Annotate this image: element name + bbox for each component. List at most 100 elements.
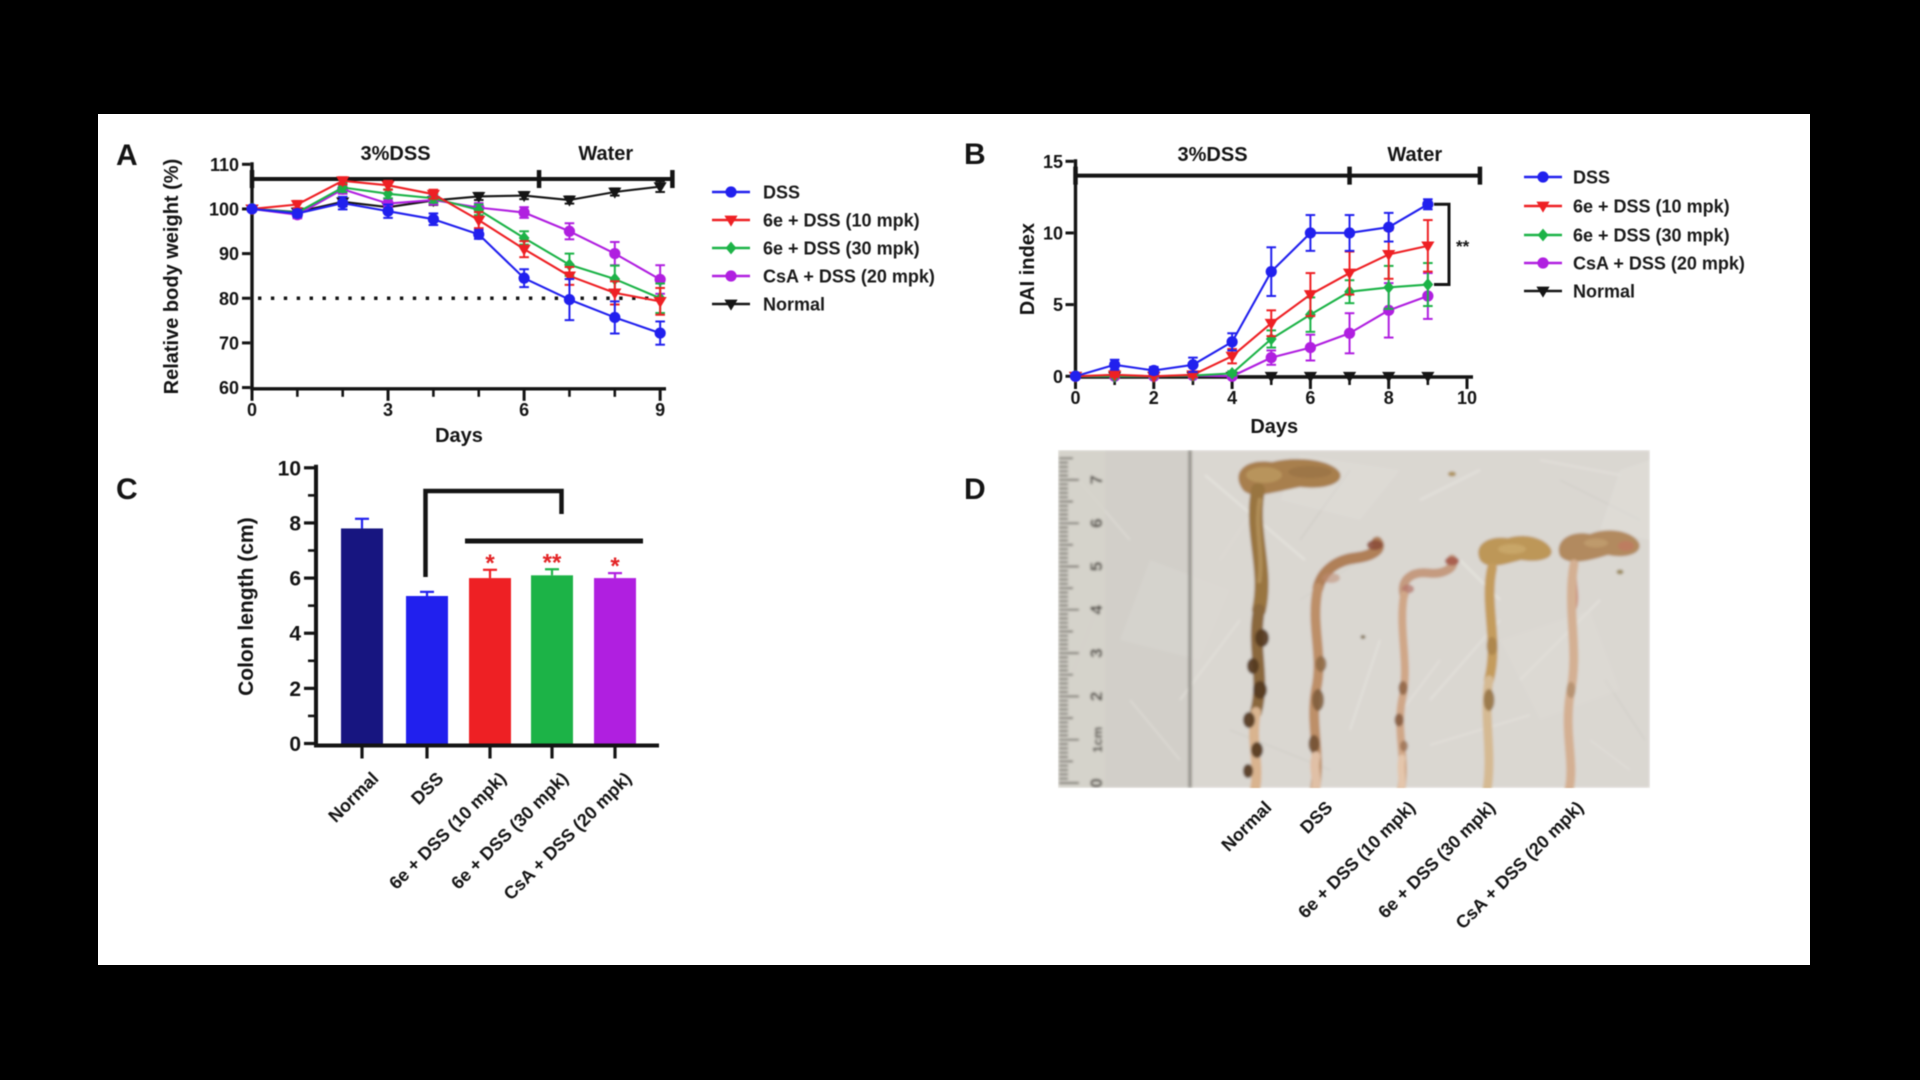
panel-a-legend-label: 6e + DSS (10 mpk) [763, 211, 920, 231]
panel-c-label: C [116, 473, 138, 506]
panel-b-legend-label: Normal [1573, 282, 1635, 302]
panel-a-ytick-label: 70 [219, 333, 239, 353]
panel-a-series [245, 180, 667, 219]
panel-c-error-bar [420, 590, 434, 597]
panel-b-legend-marker [1536, 201, 1550, 213]
panel-a-chart: 60 70 80 90 100 110 0 3 6 9 Days Relative body weig… [161, 143, 935, 447]
panel-b-y-title: DAI index [1017, 223, 1039, 315]
panel-b-series [1068, 219, 1435, 383]
panel-a-data-point [473, 203, 485, 217]
panel-b-data-point [1343, 327, 1356, 339]
panel-c-error-bar [483, 568, 497, 579]
panel-b-data-point [1343, 227, 1356, 239]
panel-c-comparison-bracket [423, 488, 643, 577]
panel-b-xtick-label: 6 [1305, 388, 1315, 408]
panel-c-significance-star: ** [543, 549, 562, 576]
panel-b-xtick-label: 4 [1227, 388, 1237, 408]
panel-b-legend-marker [1537, 171, 1549, 183]
panel-b-xtick-label: 0 [1070, 388, 1080, 408]
panel-b-data-point [1148, 364, 1160, 377]
panel-b-data-point [1383, 221, 1395, 233]
panel-c-ytick-label: 8 [289, 512, 301, 535]
panel-a-data-point [608, 288, 622, 300]
panel-d-label: D [964, 473, 986, 506]
panel-a-xtick-label: 3 [383, 400, 393, 420]
ruler-number: 0 [1087, 778, 1106, 787]
ruler-number: 6 [1087, 518, 1106, 527]
panel-b-phase-label: 3%DSS [1178, 144, 1248, 166]
panel-a-ytick-label: 110 [210, 155, 239, 175]
panel-a-axes: 60 70 80 90 100 110 0 3 6 9 Days Relative body weig… [161, 155, 666, 447]
panel-c-bar [469, 578, 511, 746]
panel-b-data-point [1303, 371, 1317, 383]
ruler-number: 2 [1087, 692, 1106, 701]
panel-a-data-point [382, 205, 394, 217]
panel-a-legend-marker [725, 241, 737, 255]
panel-a-ytick-label: 80 [219, 289, 239, 309]
ruler-number: 5 [1087, 562, 1106, 571]
panel-b-legend-entry: 6e + DSS (30 mpk) [1524, 226, 1730, 246]
panel-c-error-bar [545, 568, 559, 576]
colon-csa-20mpk [1558, 530, 1640, 788]
panel-a-ytick-label: 90 [219, 244, 239, 264]
panel-a-data-point [563, 225, 576, 237]
panel-c-significance-star: * [485, 550, 495, 577]
panel-c-significance-star: * [610, 553, 620, 580]
ruler-number: 3 [1087, 648, 1106, 657]
panel-a-series [246, 195, 666, 346]
panel-a-legend-entry: 6e + DSS (10 mpk) [712, 211, 920, 231]
panel-b-legend-entry: CsA + DSS (20 mpk) [1524, 254, 1745, 274]
panel-b-legend-marker [1537, 257, 1549, 269]
panel-a-data-point [608, 187, 622, 199]
panel-a-xtick-label: 0 [247, 400, 257, 420]
panel-d-photo: 0 1cm 2 3 4 5 6 7 [1058, 450, 1650, 788]
panel-a-legend-label: 6e + DSS (30 mpk) [763, 239, 920, 259]
colon-normal [1238, 459, 1341, 788]
colon-6e-30mpk [1478, 535, 1552, 788]
photo-ruler: 0 1cm 2 3 4 5 6 7 [1058, 450, 1106, 788]
panel-b-axes: 0 5 10 15 0 2 4 6 8 10 Days DAI index [1017, 152, 1477, 438]
panel-c-ytick-label: 4 [289, 623, 301, 646]
panel-b-data-point [1186, 370, 1200, 382]
panel-a-x-title: Days [435, 425, 483, 447]
panel-b-data-point [1069, 370, 1082, 382]
panel-a-data-point [609, 311, 621, 324]
panel-b-legend-entry: 6e + DSS (10 mpk) [1524, 197, 1730, 217]
panel-a-phase-bracket: 3%DSS Water [249, 143, 675, 189]
panel-a-legend: DSS 6e + DSS (10 mpk) 6e + DSS (30 mpk) CsA… [712, 183, 935, 315]
panel-b-legend-label: DSS [1573, 168, 1610, 188]
panel-c-bar [406, 596, 448, 746]
panel-b-legend-marker [1536, 286, 1550, 298]
panel-b-data-point [1187, 359, 1199, 371]
panel-a-legend-entry: DSS [712, 183, 800, 203]
panel-a-data-point [563, 293, 576, 306]
panel-a-data-point [517, 191, 531, 203]
ruler-number: 1cm [1090, 727, 1105, 753]
panel-b-xtick-label: 2 [1149, 388, 1159, 408]
panel-a-legend-marker [725, 270, 737, 282]
panel-a-phase-label: Water [578, 143, 633, 165]
panel-a-y-title: Relative body weight (%) [161, 159, 183, 395]
panel-b-legend-label: CsA + DSS (20 mpk) [1573, 254, 1745, 274]
panel-a-data-point [473, 228, 485, 241]
panel-b-significance-label: ** [1456, 237, 1470, 256]
panel-b-significance: ** [1434, 202, 1470, 287]
panel-b-data-point [1342, 371, 1357, 383]
panel-a-data-point [336, 176, 350, 188]
panel-b-ytick-label: 5 [1053, 295, 1063, 315]
panel-b-data-point [1383, 281, 1395, 294]
figure-paper: A B C D 60 70 80 90 100 110 0 3 6 9 Days Relative b… [98, 114, 1810, 965]
panel-b-data-point [1422, 278, 1434, 291]
panel-a-legend-label: CsA + DSS (20 mpk) [763, 267, 935, 287]
panel-a-data-point [562, 195, 577, 207]
panel-b-phase-label: Water [1387, 144, 1442, 166]
panel-a-data-point [654, 273, 666, 286]
panel-a-data-point [517, 244, 531, 256]
panel-a-legend-label: Normal [763, 295, 825, 315]
panel-a-xtick-label: 9 [655, 400, 665, 420]
panel-b-legend-entry: Normal [1524, 282, 1635, 302]
panel-b-data-point [1383, 304, 1395, 316]
panel-a-legend-marker [725, 186, 737, 198]
